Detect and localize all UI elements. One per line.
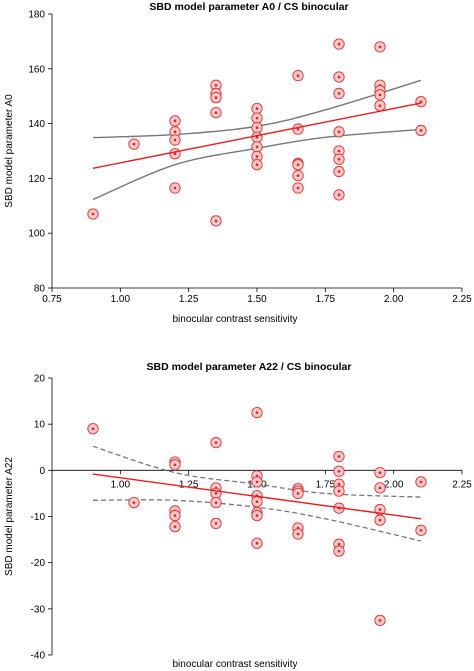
data-point	[333, 38, 345, 50]
data-point	[87, 208, 99, 220]
data-point	[292, 487, 304, 500]
data-point	[210, 496, 222, 509]
y-axis-label: SBD model parameter A22	[4, 457, 15, 576]
data-point	[169, 115, 181, 127]
data-point	[169, 182, 181, 194]
data-point	[292, 170, 304, 182]
data-point	[333, 165, 345, 178]
x-axis-label: binocular contrast sensitivity	[172, 314, 297, 325]
data-point	[415, 524, 427, 536]
data-point	[292, 182, 304, 194]
data-point	[333, 71, 345, 83]
y-tick-label: 140	[28, 119, 45, 130]
data-point	[333, 126, 345, 138]
data-point	[333, 465, 345, 477]
data-point	[128, 496, 140, 509]
y-tick-label: 120	[28, 174, 45, 185]
y-tick-label: -10	[31, 512, 46, 523]
chart-title: SBD model parameter A22 / CS binocular	[146, 361, 351, 373]
x-tick-label: 0.75	[42, 294, 62, 305]
data-point	[251, 406, 263, 419]
data-point	[210, 215, 222, 227]
y-tick-label: 20	[34, 374, 46, 385]
data-point	[333, 87, 345, 100]
data-point	[210, 436, 222, 449]
data-point	[333, 450, 345, 463]
regression-line	[92, 102, 422, 169]
data-point	[374, 466, 386, 479]
x-tick-label: 1.00	[111, 479, 131, 490]
data-point	[169, 509, 181, 522]
y-tick-label: 160	[28, 64, 45, 75]
x-tick-label: 1.50	[247, 294, 267, 305]
regression-line	[92, 473, 422, 520]
data-point	[87, 423, 99, 435]
data-point	[251, 476, 263, 488]
data-point	[251, 509, 263, 522]
data-point	[210, 91, 222, 104]
data-point	[251, 537, 263, 549]
data-point	[292, 70, 304, 82]
data-point	[415, 476, 427, 488]
x-tick-label: 2.00	[384, 294, 404, 305]
data-point	[128, 138, 140, 150]
data-point	[292, 528, 304, 540]
chart-panel-1: SBD model parameter A0 / CS binocular 80 1…	[4, 1, 472, 325]
data-point	[374, 614, 386, 627]
x-tick-label: 2.00	[384, 479, 404, 490]
x-tick-label: 1.00	[111, 294, 131, 305]
data-point	[169, 459, 181, 471]
y-tick-label: -40	[31, 651, 46, 662]
data-point	[374, 41, 386, 53]
y-tick-label: 80	[34, 284, 46, 295]
data-point	[374, 89, 386, 101]
x-tick-label: 1.75	[316, 479, 336, 490]
data-point	[251, 112, 263, 124]
x-tick-label: 1.25	[179, 479, 199, 490]
data-point	[292, 123, 304, 135]
y-tick-label: 180	[28, 10, 45, 21]
data-point	[251, 159, 263, 171]
data-point	[374, 482, 386, 494]
data-point	[374, 100, 386, 112]
data-point	[169, 148, 181, 160]
data-point	[374, 514, 386, 526]
data-point	[251, 131, 263, 143]
chart-title: SBD model parameter A0 / CS binocular	[149, 1, 348, 13]
x-axis-label: binocular contrast sensitivity	[172, 659, 297, 670]
y-axis-label: SBD model parameter A0	[4, 94, 15, 208]
data-point	[251, 496, 263, 508]
data-point	[292, 159, 304, 171]
data-point	[251, 141, 263, 153]
data-point	[333, 485, 345, 497]
y-tick-label: -30	[31, 604, 46, 615]
x-tick-label: 2.25	[452, 294, 472, 305]
y-tick-label: 0	[39, 466, 45, 477]
data-point	[210, 517, 222, 530]
data-point	[251, 102, 263, 115]
data-point	[169, 134, 181, 146]
data-point	[415, 96, 427, 108]
data-point	[251, 122, 263, 134]
data-point	[333, 545, 345, 557]
x-tick-label: 1.25	[179, 294, 199, 305]
data-point	[333, 153, 345, 165]
data-point	[169, 521, 181, 533]
y-tick-label: 100	[28, 229, 45, 240]
data-point	[210, 106, 222, 119]
data-point	[333, 189, 345, 201]
y-tick-label: -20	[31, 558, 46, 569]
x-tick-label: 1.75	[316, 294, 336, 305]
data-point	[415, 124, 427, 137]
data-point	[210, 79, 222, 91]
x-tick-label: 2.25	[452, 479, 472, 490]
chart-panel-2: SBD model parameter A22 / CS binocular -4…	[4, 361, 472, 670]
y-tick-label: 10	[34, 420, 46, 431]
